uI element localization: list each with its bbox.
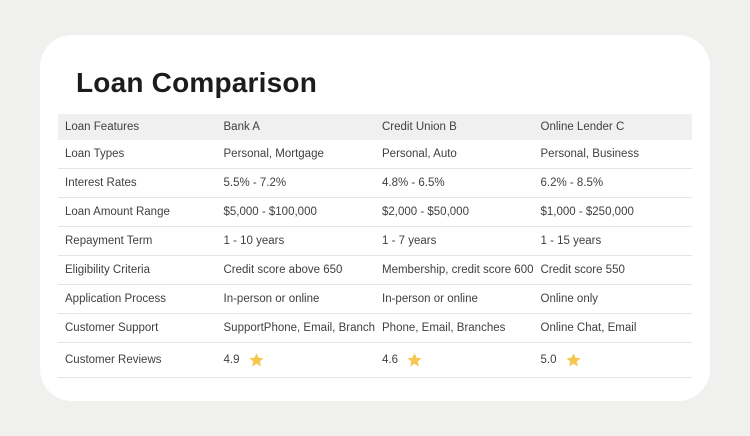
cell-value: $5,000 - $100,000 <box>223 206 317 218</box>
row-feature-label: Application Process <box>65 293 166 305</box>
cell-value: Online only <box>540 293 599 305</box>
table-row-loan-amount-range: Loan Amount Range $5,000 - $100,000 $2,0… <box>58 198 692 227</box>
loan-comparison-card: Loan Comparison Loan Features Bank A Cre… <box>40 35 710 401</box>
rating-value: 4.9 <box>223 354 240 366</box>
cell-value: Personal, Auto <box>382 148 457 160</box>
column-header-bank-a: Bank A <box>223 121 260 133</box>
cell-value: 1 - 7 years <box>382 235 437 247</box>
cell-value: Personal, Mortgage <box>223 148 324 160</box>
cell-value: Credit score 550 <box>540 264 625 276</box>
cell-value: Membership, credit score 600 <box>382 264 534 276</box>
cell-value: Personal, Business <box>540 148 639 160</box>
cell-value: $2,000 - $50,000 <box>382 206 469 218</box>
rating-value: 5.0 <box>540 354 557 366</box>
cell-value: 6.2% - 8.5% <box>540 177 604 189</box>
rating-cell-online-lender-c: 5.0 <box>534 352 693 368</box>
cell-value: In-person or online <box>223 293 320 305</box>
cell-value: 4.8% - 6.5% <box>382 177 445 189</box>
table-row-application-process: Application Process In-person or online … <box>58 285 692 314</box>
row-feature-label: Interest Rates <box>65 177 137 189</box>
cell-value: Online Chat, Email <box>540 322 637 334</box>
column-header-online-lender-c: Online Lender C <box>540 121 625 133</box>
column-header-credit-union-b: Credit Union B <box>382 121 457 133</box>
rating-value: 4.6 <box>382 354 398 366</box>
rating-cell-credit-union-b: 4.6 <box>375 352 534 368</box>
cell-value: 1 - 10 years <box>223 235 285 247</box>
cell-value: 1 - 15 years <box>540 235 602 247</box>
cell-value: $1,000 - $250,000 <box>540 206 634 218</box>
star-icon <box>565 353 581 367</box>
rating-cell-bank-a: 4.9 <box>217 352 376 368</box>
row-feature-label: Repayment Term <box>65 235 153 247</box>
row-feature-label: Loan Types <box>65 148 125 160</box>
cell-value: Phone, Email, Branches <box>382 322 506 334</box>
table-row-loan-types: Loan Types Personal, Mortgage Personal, … <box>58 140 692 169</box>
row-feature-label: Loan Amount Range <box>65 206 170 218</box>
table-row-customer-reviews: Customer Reviews 4.9 4.6 5.0 <box>58 343 692 378</box>
star-icon <box>248 353 264 367</box>
cell-value: In-person or online <box>382 293 478 305</box>
table-row-interest-rates: Interest Rates 5.5% - 7.2% 4.8% - 6.5% 6… <box>58 169 692 198</box>
row-feature-label: Customer Support <box>65 322 159 334</box>
row-feature-label: Customer Reviews <box>65 354 162 366</box>
table-row-customer-support: Customer Support SupportPhone, Email, Br… <box>58 314 692 343</box>
cell-value: 5.5% - 7.2% <box>223 177 287 189</box>
cell-value: Credit score above 650 <box>223 264 343 276</box>
table-row-repayment-term: Repayment Term 1 - 10 years 1 - 7 years … <box>58 227 692 256</box>
row-feature-label: Eligibility Criteria <box>65 264 150 276</box>
star-icon <box>407 353 422 367</box>
column-header-features: Loan Features <box>65 121 140 133</box>
cell-value: SupportPhone, Email, Branches <box>223 322 376 334</box>
table-row-eligibility-criteria: Eligibility Criteria Credit score above … <box>58 256 692 285</box>
page-title: Loan Comparison <box>76 67 318 98</box>
table-header-row: Loan Features Bank A Credit Union B Onli… <box>58 114 692 140</box>
comparison-table: Loan Features Bank A Credit Union B Onli… <box>58 114 692 378</box>
